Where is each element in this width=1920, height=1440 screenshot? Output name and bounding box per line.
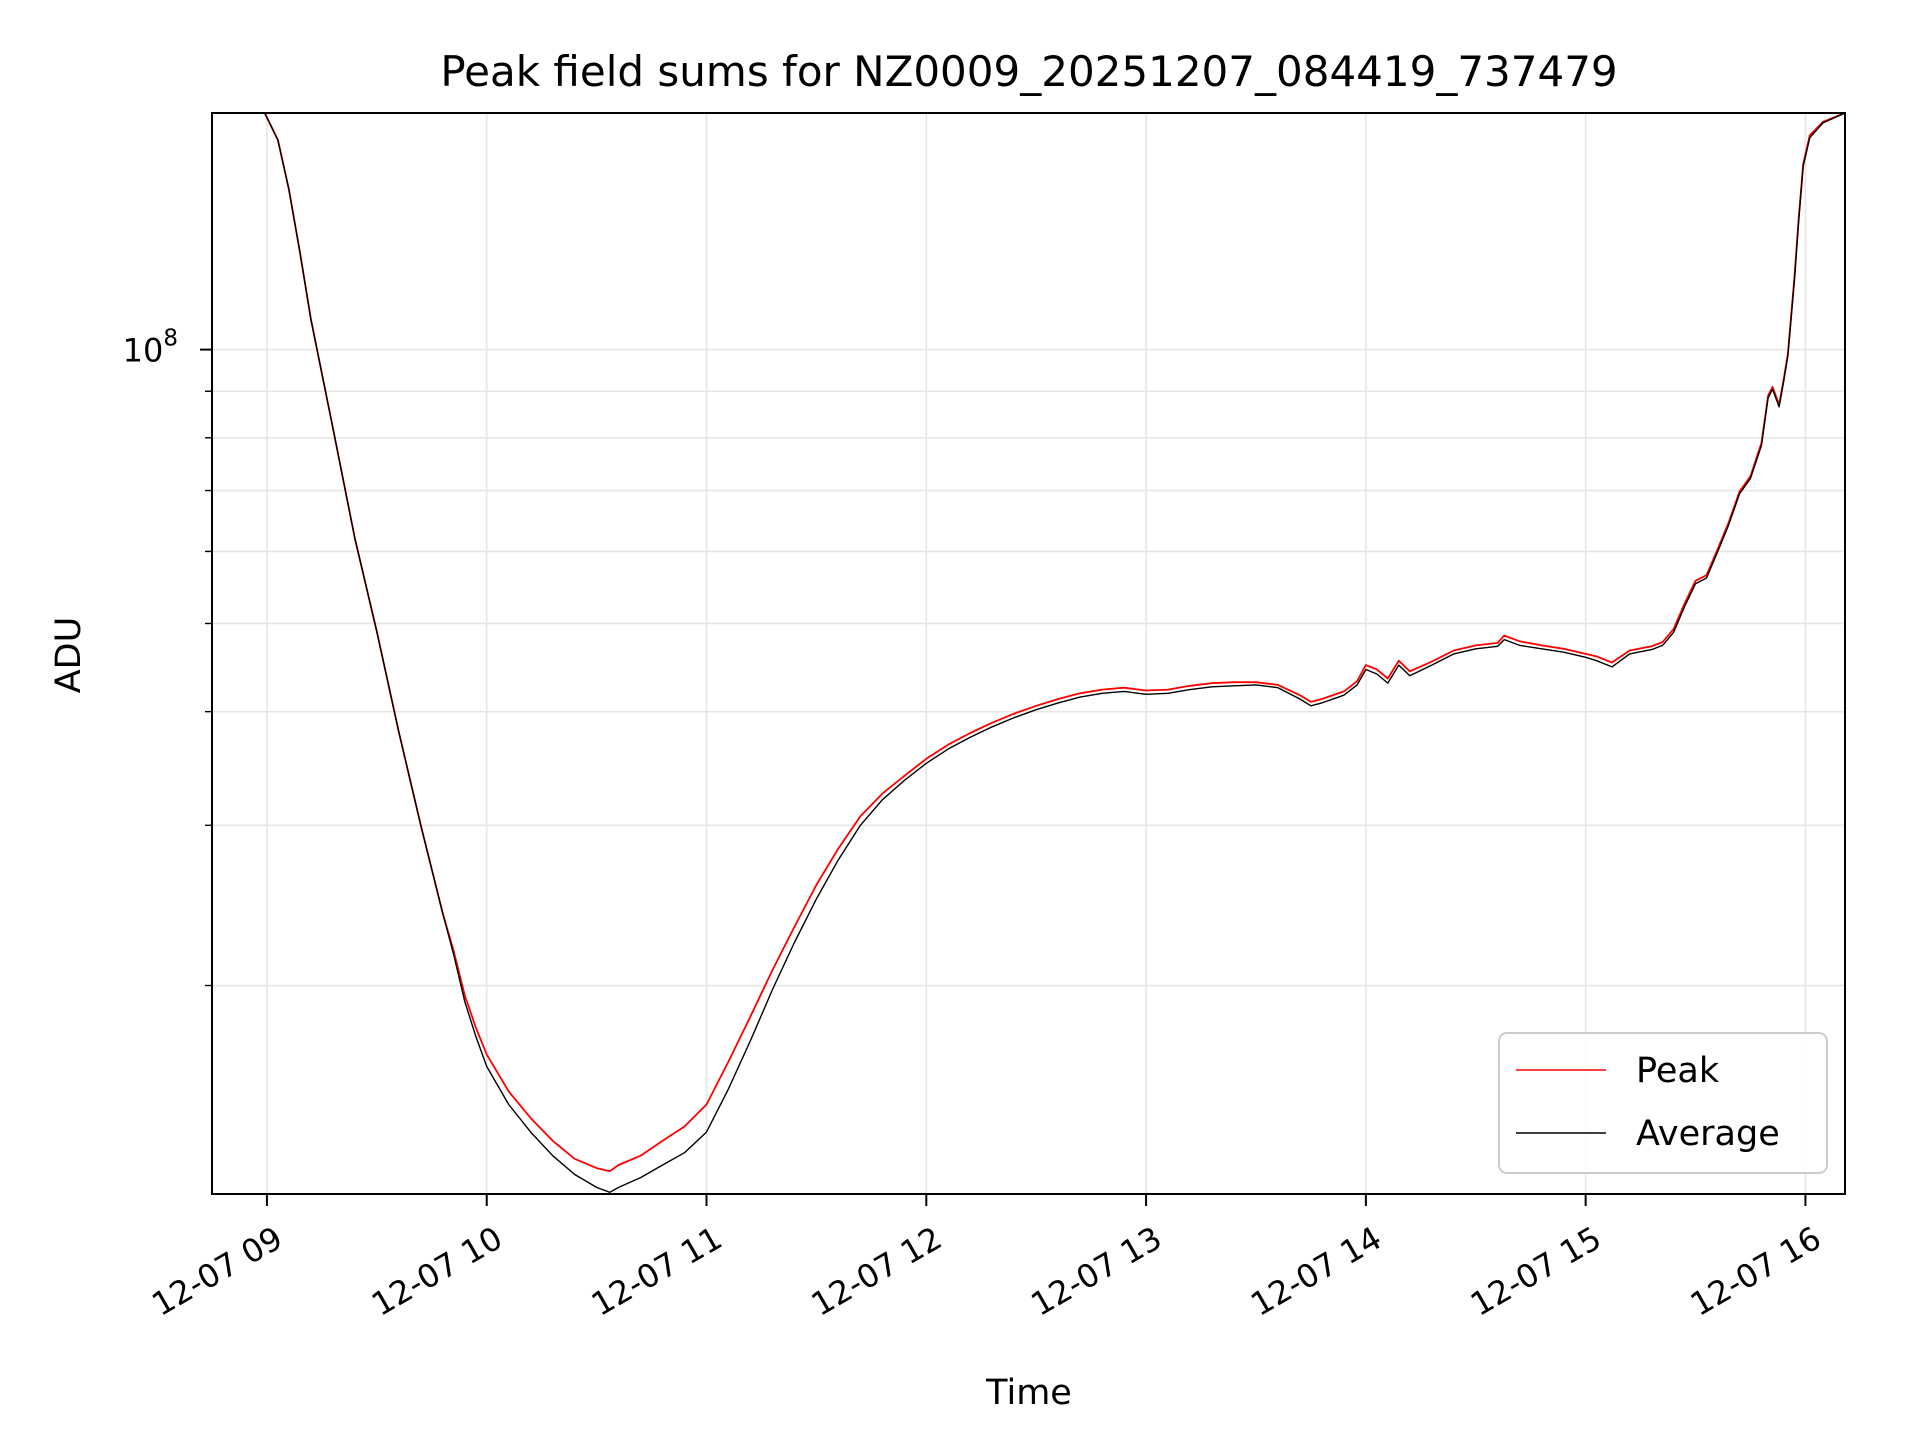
- series-layer: [212, 113, 1845, 1193]
- legend: Peak Average: [1498, 1032, 1828, 1174]
- series-line-peak: [212, 113, 1845, 1173]
- chart-title: Peak field sums for NZ0009_20251207_0844…: [440, 47, 1617, 96]
- series-line-average: [212, 113, 1845, 1193]
- grid: [212, 113, 1845, 1194]
- legend-box: [1498, 1032, 1828, 1174]
- plot-frame: [211, 112, 1846, 1195]
- legend-label-peak: Peak: [1636, 1051, 1720, 1091]
- y-axis-title: ADU: [49, 617, 89, 694]
- legend-label-average: Average: [1636, 1114, 1780, 1154]
- x-axis-title: Time: [985, 1373, 1072, 1413]
